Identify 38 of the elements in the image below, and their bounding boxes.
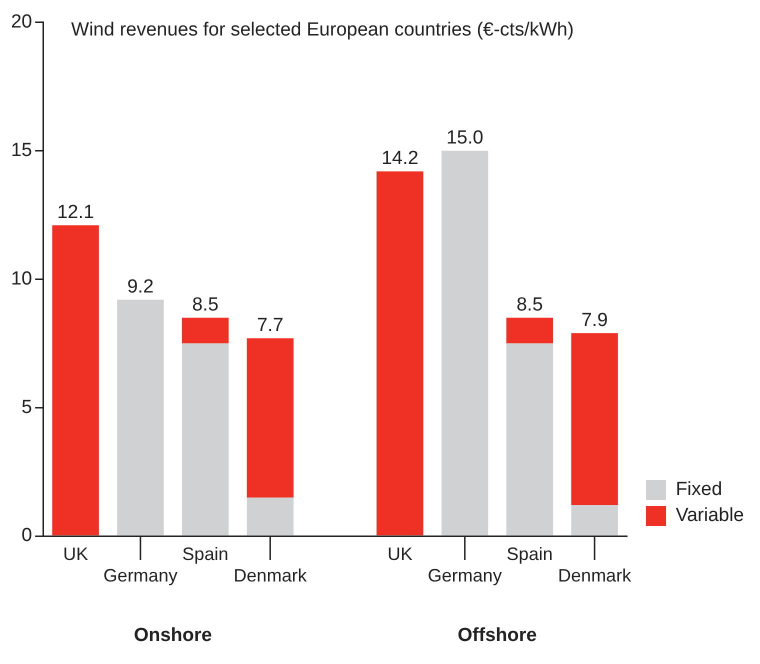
x-tick-label: UK: [387, 544, 412, 564]
y-tick-label: 10: [10, 268, 32, 290]
bar: [376, 171, 424, 536]
total-label: 8.5: [192, 294, 219, 316]
total-label: 7.9: [581, 310, 608, 331]
total-label: 15.0: [446, 128, 484, 149]
bar: [506, 343, 554, 536]
total-label: 12.1: [57, 202, 94, 224]
bar: [441, 150, 488, 536]
bar: [117, 300, 164, 536]
legend-label: Variable: [676, 505, 744, 527]
x-tick-label: Spain: [182, 544, 228, 564]
x-tick-label: Germany: [428, 565, 502, 586]
bar: [182, 343, 229, 536]
text: Onshore: [134, 625, 212, 646]
x-tick-label: UK: [63, 544, 88, 564]
x-tick-label: Denmark: [234, 565, 308, 586]
chart-title: Wind revenues for selected European countries (€-cts/kWh): [71, 20, 574, 41]
bar: [246, 497, 294, 536]
y-tick-label: 15: [10, 140, 32, 162]
bar: [571, 333, 618, 506]
bar: [246, 338, 294, 498]
x-tick-label: Germany: [103, 565, 178, 586]
y-tick-label: 0: [22, 525, 32, 546]
bar: [52, 225, 99, 536]
text: Offshore: [458, 625, 537, 646]
x-tick-label: Denmark: [558, 565, 632, 586]
total-label: 8.5: [516, 294, 543, 316]
total-label: 14.2: [381, 148, 418, 170]
bar: [571, 505, 618, 536]
bar: [182, 318, 229, 344]
y-tick-label: 20: [10, 12, 32, 33]
legend-label: Fixed: [676, 479, 722, 501]
total-label: 9.2: [127, 276, 154, 298]
y-tick-label: 5: [22, 396, 32, 418]
total-label: 7.7: [256, 315, 284, 336]
bar: [506, 318, 554, 344]
x-tick-label: Spain: [506, 544, 553, 564]
